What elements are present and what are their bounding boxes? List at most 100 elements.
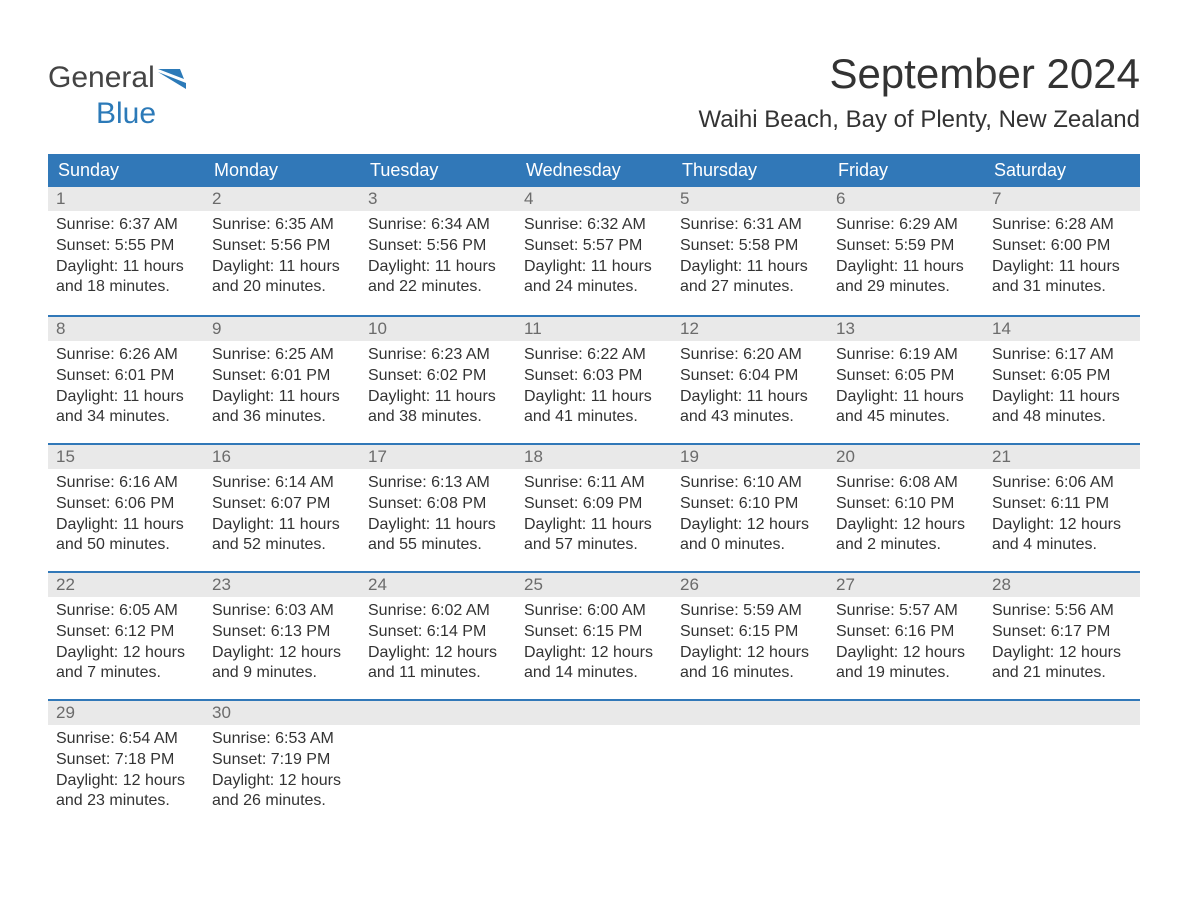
day-daylight1: Daylight: 11 hours [56, 387, 196, 408]
day-number: 16 [204, 445, 360, 469]
day-sunset: Sunset: 5:59 PM [836, 236, 976, 257]
week-row: 1Sunrise: 6:37 AMSunset: 5:55 PMDaylight… [48, 187, 1140, 315]
day-sunrise: Sunrise: 6:16 AM [56, 473, 196, 494]
day-number: 23 [204, 573, 360, 597]
day-content: Sunrise: 6:31 AMSunset: 5:58 PMDaylight:… [672, 211, 828, 312]
day-cell: 8Sunrise: 6:26 AMSunset: 6:01 PMDaylight… [48, 317, 204, 443]
brand-flag-icon [158, 63, 188, 97]
day-daylight1: Daylight: 12 hours [836, 515, 976, 536]
day-sunrise: Sunrise: 5:59 AM [680, 601, 820, 622]
day-sunset: Sunset: 7:19 PM [212, 750, 352, 771]
day-cell: 28Sunrise: 5:56 AMSunset: 6:17 PMDayligh… [984, 573, 1140, 699]
day-sunrise: Sunrise: 6:37 AM [56, 215, 196, 236]
day-content: Sunrise: 5:59 AMSunset: 6:15 PMDaylight:… [672, 597, 828, 698]
day-sunset: Sunset: 6:12 PM [56, 622, 196, 643]
day-daylight1: Daylight: 11 hours [368, 515, 508, 536]
month-title: September 2024 [698, 50, 1140, 98]
day-number: 2 [204, 187, 360, 211]
day-content: Sunrise: 6:20 AMSunset: 6:04 PMDaylight:… [672, 341, 828, 442]
weekday-label: Sunday [48, 154, 204, 187]
day-content [516, 725, 672, 743]
day-content [984, 725, 1140, 743]
day-number: 5 [672, 187, 828, 211]
day-sunset: Sunset: 6:05 PM [992, 366, 1132, 387]
day-content: Sunrise: 6:16 AMSunset: 6:06 PMDaylight:… [48, 469, 204, 570]
day-number [360, 701, 516, 725]
day-cell: 11Sunrise: 6:22 AMSunset: 6:03 PMDayligh… [516, 317, 672, 443]
day-content: Sunrise: 6:26 AMSunset: 6:01 PMDaylight:… [48, 341, 204, 442]
day-sunset: Sunset: 6:00 PM [992, 236, 1132, 257]
day-number [984, 701, 1140, 725]
day-daylight1: Daylight: 12 hours [992, 515, 1132, 536]
day-sunrise: Sunrise: 6:14 AM [212, 473, 352, 494]
day-cell: 26Sunrise: 5:59 AMSunset: 6:15 PMDayligh… [672, 573, 828, 699]
weekday-label: Saturday [984, 154, 1140, 187]
day-daylight1: Daylight: 12 hours [992, 643, 1132, 664]
day-number: 25 [516, 573, 672, 597]
day-daylight1: Daylight: 11 hours [368, 387, 508, 408]
day-content: Sunrise: 6:37 AMSunset: 5:55 PMDaylight:… [48, 211, 204, 312]
day-content [672, 725, 828, 743]
day-cell: 14Sunrise: 6:17 AMSunset: 6:05 PMDayligh… [984, 317, 1140, 443]
day-cell: 16Sunrise: 6:14 AMSunset: 6:07 PMDayligh… [204, 445, 360, 571]
calendar: Sunday Monday Tuesday Wednesday Thursday… [48, 154, 1140, 827]
day-sunset: Sunset: 6:16 PM [836, 622, 976, 643]
day-daylight2: and 36 minutes. [212, 407, 352, 428]
day-daylight1: Daylight: 11 hours [992, 387, 1132, 408]
weekday-label: Tuesday [360, 154, 516, 187]
day-sunrise: Sunrise: 6:13 AM [368, 473, 508, 494]
day-content: Sunrise: 6:53 AMSunset: 7:19 PMDaylight:… [204, 725, 360, 826]
day-sunrise: Sunrise: 6:32 AM [524, 215, 664, 236]
day-cell: 29Sunrise: 6:54 AMSunset: 7:18 PMDayligh… [48, 701, 204, 827]
day-number: 22 [48, 573, 204, 597]
day-cell: 23Sunrise: 6:03 AMSunset: 6:13 PMDayligh… [204, 573, 360, 699]
day-content: Sunrise: 6:35 AMSunset: 5:56 PMDaylight:… [204, 211, 360, 312]
day-content: Sunrise: 6:32 AMSunset: 5:57 PMDaylight:… [516, 211, 672, 312]
day-number: 18 [516, 445, 672, 469]
day-number: 7 [984, 187, 1140, 211]
day-cell: 2Sunrise: 6:35 AMSunset: 5:56 PMDaylight… [204, 187, 360, 315]
day-cell [828, 701, 984, 827]
day-number [672, 701, 828, 725]
day-number: 30 [204, 701, 360, 725]
day-sunset: Sunset: 6:14 PM [368, 622, 508, 643]
day-daylight2: and 27 minutes. [680, 277, 820, 298]
day-sunset: Sunset: 6:10 PM [680, 494, 820, 515]
day-daylight2: and 38 minutes. [368, 407, 508, 428]
day-daylight1: Daylight: 12 hours [680, 515, 820, 536]
day-number: 3 [360, 187, 516, 211]
day-sunrise: Sunrise: 6:17 AM [992, 345, 1132, 366]
weekday-header: Sunday Monday Tuesday Wednesday Thursday… [48, 154, 1140, 187]
day-number: 13 [828, 317, 984, 341]
week-row: 8Sunrise: 6:26 AMSunset: 6:01 PMDaylight… [48, 315, 1140, 443]
day-daylight2: and 21 minutes. [992, 663, 1132, 684]
day-daylight2: and 41 minutes. [524, 407, 664, 428]
weeks-container: 1Sunrise: 6:37 AMSunset: 5:55 PMDaylight… [48, 187, 1140, 827]
day-number: 10 [360, 317, 516, 341]
day-daylight1: Daylight: 11 hours [212, 257, 352, 278]
day-sunset: Sunset: 6:06 PM [56, 494, 196, 515]
day-sunrise: Sunrise: 6:29 AM [836, 215, 976, 236]
day-content: Sunrise: 6:13 AMSunset: 6:08 PMDaylight:… [360, 469, 516, 570]
day-daylight1: Daylight: 11 hours [680, 257, 820, 278]
day-daylight2: and 2 minutes. [836, 535, 976, 556]
day-sunrise: Sunrise: 6:19 AM [836, 345, 976, 366]
day-daylight2: and 19 minutes. [836, 663, 976, 684]
day-number [516, 701, 672, 725]
day-sunset: Sunset: 6:15 PM [680, 622, 820, 643]
day-cell: 6Sunrise: 6:29 AMSunset: 5:59 PMDaylight… [828, 187, 984, 315]
day-number: 19 [672, 445, 828, 469]
day-sunset: Sunset: 5:57 PM [524, 236, 664, 257]
day-cell: 3Sunrise: 6:34 AMSunset: 5:56 PMDaylight… [360, 187, 516, 315]
day-daylight2: and 48 minutes. [992, 407, 1132, 428]
day-sunset: Sunset: 7:18 PM [56, 750, 196, 771]
day-sunset: Sunset: 6:17 PM [992, 622, 1132, 643]
day-cell [672, 701, 828, 827]
day-cell: 17Sunrise: 6:13 AMSunset: 6:08 PMDayligh… [360, 445, 516, 571]
day-daylight1: Daylight: 12 hours [680, 643, 820, 664]
day-content: Sunrise: 6:34 AMSunset: 5:56 PMDaylight:… [360, 211, 516, 312]
day-sunset: Sunset: 6:15 PM [524, 622, 664, 643]
day-sunset: Sunset: 6:08 PM [368, 494, 508, 515]
day-number: 27 [828, 573, 984, 597]
day-content: Sunrise: 6:14 AMSunset: 6:07 PMDaylight:… [204, 469, 360, 570]
